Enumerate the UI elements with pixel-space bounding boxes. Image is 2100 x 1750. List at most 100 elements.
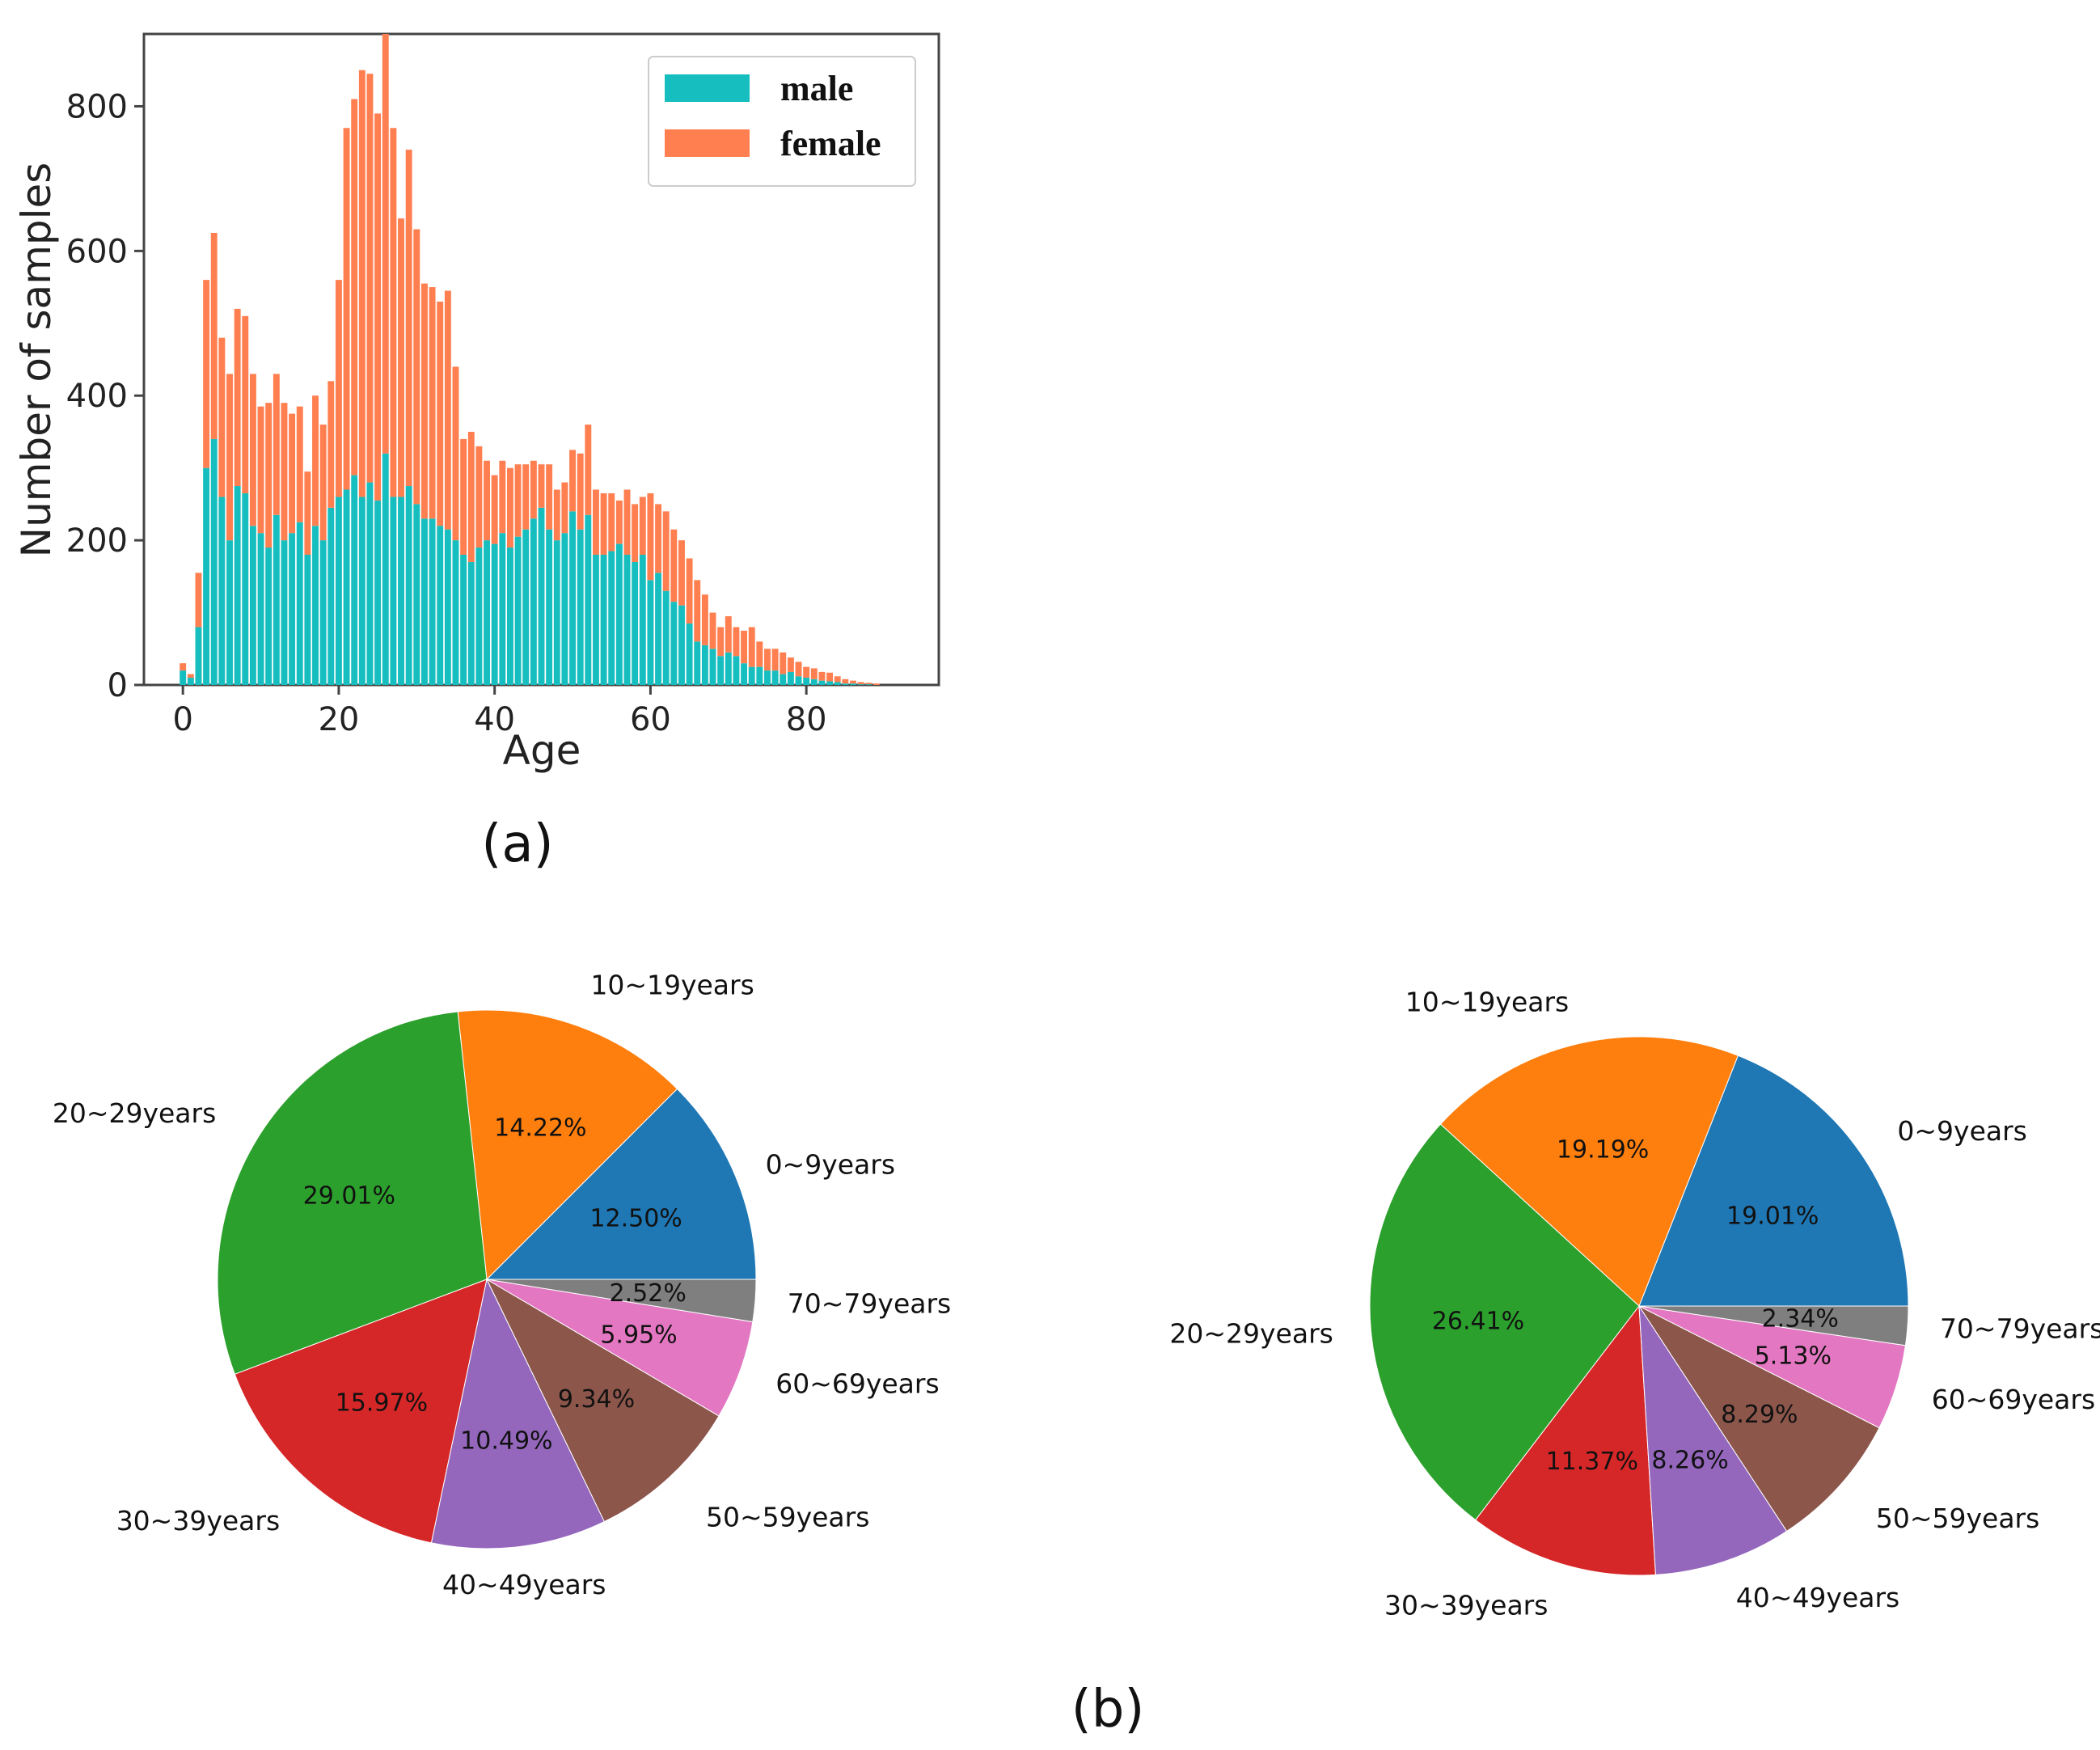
pie-slice-10-19years [457,1009,678,1281]
bar-female-age-27 [390,128,397,497]
pie-label-10-19years: 10~19years [590,970,754,1001]
bar-female-age-26 [382,34,389,454]
bar-male-age-36 [460,555,467,685]
bar-male-age-31 [420,518,428,685]
x-tick-label: 20 [318,701,359,738]
pie-pct-0-9years: 19.01% [1726,1203,1819,1231]
legend-label-male: male [780,69,853,108]
bar-female-age-36 [460,438,467,555]
x-tick-label: 80 [786,701,827,738]
bar-female-age-31 [420,283,428,519]
pie-label-60-69years: 60~69years [775,1367,939,1399]
bar-female-age-33 [437,301,444,526]
bar-male-age-22 [351,475,358,685]
bar-male-age-58 [632,561,639,685]
bar-female-age-34 [444,290,451,530]
pie-pct-40-49years: 10.49% [460,1427,552,1455]
pie-pct-30-39years: 11.37% [1546,1448,1638,1476]
bar-female-age-17 [312,395,319,526]
bar-male-age-10 [257,533,264,685]
bar-female-age-64 [678,540,685,606]
pie-label-20-29years: 20~29years [1169,1317,1333,1349]
bar-female-age-62 [662,511,670,591]
bar-male-age-86 [850,683,856,685]
bar-female-age-82 [818,671,826,681]
bar-female-age-81 [810,668,818,679]
pie-label-0-9years: 0~9years [1897,1115,2026,1147]
pie-slice-40-49years [430,1278,606,1549]
pie-label-10-19years: 10~19years [1405,987,1569,1018]
pie-slice-30-39years [234,1279,488,1544]
bar-male-age-72 [741,663,748,685]
bar-female-age-57 [623,489,631,555]
bar-male-age-40 [491,543,498,685]
bar-female-age-23 [358,70,365,497]
bar-male-age-7 [234,486,241,685]
bar-male-age-15 [296,522,303,685]
bar-female-age-4 [210,232,218,439]
bar-male-age-29 [405,486,412,685]
bar-male-age-85 [842,683,849,685]
bar-female-age-1 [187,674,194,678]
bar-female-age-29 [405,150,412,487]
bar-male-age-11 [265,547,273,685]
bar-male-age-43 [514,536,522,685]
pie-slice-30-39years [1475,1304,1657,1576]
bar-male-age-17 [312,526,319,685]
pie-label-70-79years: 70~79years [1940,1312,2100,1344]
bar-male-age-26 [382,453,389,685]
bar-male-age-74 [756,666,763,685]
bar-female-age-8 [242,315,249,493]
bar-male-age-46 [538,507,545,685]
pie-slice-50-59years [1637,1304,1880,1532]
bar-group [180,34,880,685]
pie-label-40-49years: 40~49years [1736,1582,1899,1613]
bar-female-age-74 [756,641,763,667]
bar-male-age-19 [327,507,335,685]
bar-female-age-7 [234,308,241,487]
bar-female-age-88 [865,683,873,685]
bar-female-age-25 [374,113,382,501]
bar-female-age-14 [289,413,296,534]
bar-male-age-53 [593,555,599,685]
bar-male-age-68 [709,649,716,685]
pie-pct-30-39years: 15.97% [336,1389,428,1418]
bar-male-age-69 [717,656,725,685]
bar-female-age-79 [795,662,802,677]
pie-pct-10-19years: 14.22% [494,1114,586,1143]
bar-male-age-87 [857,684,864,685]
bar-male-age-82 [818,680,826,685]
bar-female-age-5 [218,337,226,497]
pie-pct-20-29years: 26.41% [1432,1308,1524,1336]
bar-male-age-41 [499,533,506,685]
bar-female-age-3 [203,280,210,468]
bar-female-age-2 [195,573,202,628]
bar-male-age-45 [530,518,537,685]
y-tick-label: 200 [66,522,128,560]
bar-female-age-18 [319,425,327,541]
pie-slice-20-29years [217,1011,488,1375]
bar-male-age-59 [639,555,646,685]
bar-male-age-84 [834,682,841,685]
bar-female-age-58 [632,504,639,562]
bar-female-age-83 [826,672,834,682]
bar-female-age-67 [701,594,708,645]
bar-female-age-10 [257,406,264,534]
pie-slice-20-29years [1369,1123,1640,1521]
pie-chart-2: 19.01% 0~9years 19.19% 10~19years 26.41% 20~2… [1169,987,2100,1621]
pie-pct-60-69years: 5.95% [600,1321,677,1350]
bar-male-age-42 [506,547,513,685]
pie-label-0-9years: 0~9years [766,1148,895,1180]
age-histogram: 0 200 400 600 800 0 20 40 60 80 Age Number of sa… [13,32,940,874]
y-tick-label: 0 [108,667,128,704]
pie-slice-60-69years [486,1279,754,1417]
bar-male-age-49 [561,533,568,685]
bar-female-age-61 [655,504,662,573]
bar-male-age-62 [662,590,670,685]
bar-male-age-75 [764,670,771,685]
bar-male-age-88 [865,684,873,685]
bar-female-age-49 [561,482,568,534]
bar-male-age-51 [577,529,584,685]
pie-pct-50-59years: 9.34% [558,1385,635,1414]
bar-male-age-21 [343,489,350,685]
